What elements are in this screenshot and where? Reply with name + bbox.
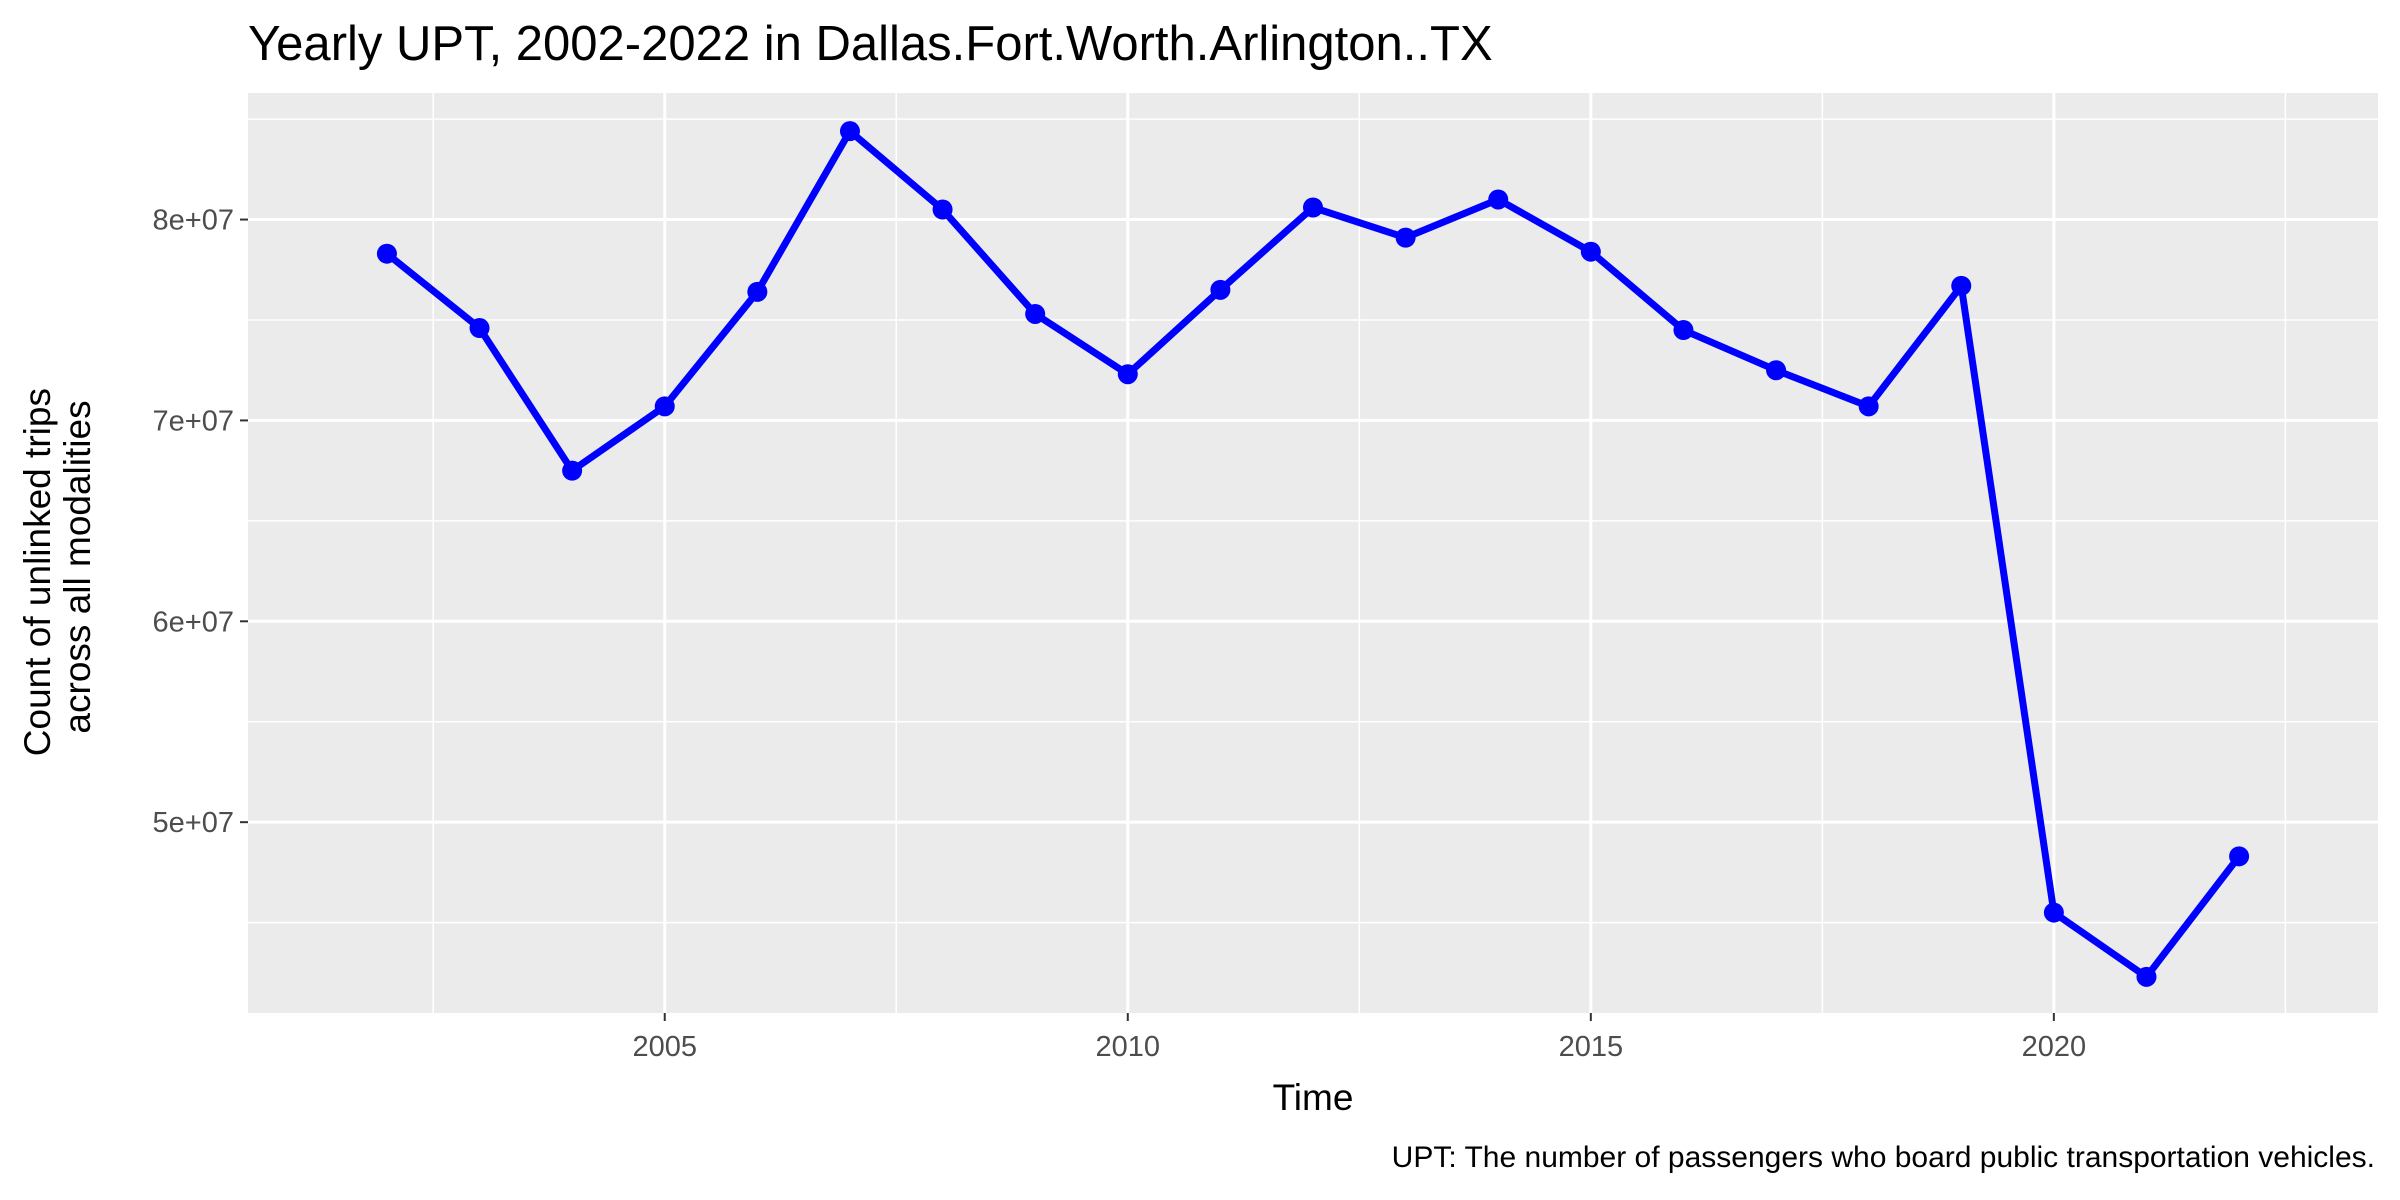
data-point-2002: [376, 243, 397, 264]
data-point-2019: [1951, 275, 1972, 296]
y-axis-title-line-2: across all modalities: [57, 400, 98, 733]
data-point-2008: [932, 199, 953, 220]
data-point-2018: [1858, 396, 1879, 417]
y-axis: 5e+07 6e+07 7e+07 8e+07: [153, 205, 248, 839]
x-axis-title: Time: [1273, 1077, 1354, 1118]
data-point-2004: [562, 460, 583, 481]
y-axis-title: Count of unlinked trips across all modal…: [17, 378, 98, 756]
data-point-2021: [2136, 966, 2157, 987]
x-tick-label-2: 2015: [1559, 1031, 1624, 1063]
data-point-2015: [1580, 241, 1601, 262]
data-point-2020: [2043, 902, 2064, 923]
data-point-2022: [2229, 846, 2250, 867]
data-point-2014: [1488, 189, 1509, 210]
data-point-2010: [1117, 364, 1138, 385]
data-point-2013: [1395, 227, 1416, 248]
y-tick-label-0: 5e+07: [153, 807, 234, 839]
y-tick-label-3: 8e+07: [153, 205, 234, 237]
data-point-2011: [1210, 279, 1231, 300]
grid-major: [248, 93, 2378, 1013]
data-point-2003: [469, 318, 490, 339]
series-layer: [376, 121, 2250, 987]
data-point-2012: [1303, 197, 1323, 218]
y-tick-label-1: 6e+07: [153, 606, 234, 638]
data-point-2016: [1673, 320, 1694, 341]
data-point-2005: [654, 396, 675, 417]
x-tick-label-1: 2010: [1096, 1031, 1161, 1063]
x-tick-label-3: 2020: [2022, 1031, 2087, 1063]
grid-minor: [248, 93, 2378, 1013]
x-tick-label-0: 2005: [632, 1031, 697, 1063]
chart-title: Yearly UPT, 2002-2022 in Dallas.Fort.Wor…: [248, 17, 1493, 71]
data-point-2017: [1766, 360, 1787, 381]
data-point-2007: [839, 121, 860, 142]
x-axis: 2005 2010 2015 2020: [632, 1013, 2086, 1063]
y-axis-title-line-1: Count of unlinked trips: [17, 388, 58, 756]
plot-panel: [248, 93, 2378, 1013]
data-point-2006: [747, 281, 768, 302]
data-point-2009: [1025, 303, 1046, 324]
y-tick-label-2: 7e+07: [153, 405, 234, 437]
chart-caption: UPT: The number of passengers who board …: [1392, 1141, 2375, 1174]
